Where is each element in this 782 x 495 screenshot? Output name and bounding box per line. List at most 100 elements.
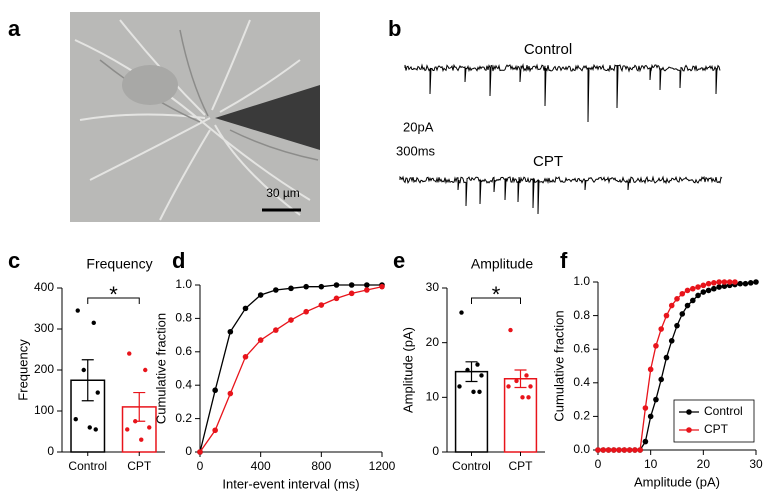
trace-label: CPT [533,153,563,170]
data-point [726,279,733,285]
error-bar [81,359,94,402]
data-point [288,317,294,323]
data-point [143,367,148,373]
data-point [642,438,649,445]
x-tick-label: 0 [197,459,204,473]
data-point [127,351,132,356]
data-point [508,327,513,333]
data-point [133,419,138,424]
x-axis-label: Inter-event interval (ms) [222,476,359,491]
data-point [147,425,152,430]
y-tick-label: 200 [34,362,54,376]
data-point [711,285,717,292]
data-point [471,389,476,395]
scale-label: 20pA [403,119,434,134]
y-tick-label: 0.8 [573,308,590,322]
data-point [379,283,385,290]
data-point [626,447,633,453]
data-point [668,338,675,344]
data-point [364,282,370,288]
y-tick-label: 0.2 [175,411,192,425]
data-point [75,308,80,313]
x-tick-label: 10 [644,457,658,471]
data-point [705,287,712,294]
data-point [318,283,325,290]
data-point [705,280,712,287]
data-point [333,295,340,302]
error-bar [465,361,478,383]
y-tick-label: 1.0 [175,277,192,291]
data-point [679,290,686,297]
y-tick-label: 0.8 [175,311,192,325]
data-point [653,396,659,403]
data-point [721,283,728,290]
y-tick-label: 300 [34,321,54,335]
data-point [459,310,464,315]
data-point [684,302,691,309]
panel-letter: e [393,248,405,273]
data-point [595,447,601,453]
data-point [621,447,628,453]
data-point [139,437,144,442]
data-point [506,384,511,389]
y-tick-label: 0.2 [573,409,590,423]
data-point [273,287,279,293]
data-point [642,405,649,411]
data-point [364,287,370,293]
data-point [690,285,696,292]
data-point [658,326,664,332]
data-point [605,447,612,453]
y-tick-label: 1.0 [573,274,590,288]
panel-letter: d [172,248,185,273]
data-point [637,447,643,453]
y-tick-label: 0 [185,444,192,458]
data-point [674,296,680,302]
data-point [479,373,484,378]
data-point [242,305,249,312]
y-axis-label: Frequency [15,339,30,401]
y-tick-label: 0.4 [573,375,590,389]
data-point [526,395,531,400]
x-tick-label: 400 [251,459,271,473]
data-point [716,284,722,290]
data-point [303,283,309,290]
data-point [668,302,675,309]
data-point [674,322,680,329]
data-point [716,279,722,285]
data-point [653,343,659,349]
data-point [732,279,738,285]
error-bar [514,369,527,389]
data-point [700,289,707,295]
data-point [197,449,203,455]
series-line [199,284,382,453]
y-tick-label: 0 [47,444,54,458]
data-point [647,366,654,373]
data-point [679,311,686,317]
y-tick-label: 0.6 [573,341,590,355]
data-point [457,384,462,389]
data-point [524,373,529,378]
trace [404,63,721,123]
panel-letter: a [8,16,21,41]
data-point [632,447,638,453]
significance-bracket [87,297,140,304]
bar [503,377,538,453]
data-point [348,282,355,288]
data-point [600,447,607,453]
data-point [333,282,340,288]
x-tick-label: 800 [311,459,331,473]
panel-letter: b [388,16,401,41]
data-point [711,280,717,286]
data-point [257,292,264,298]
data-point [227,328,234,335]
data-point [212,427,218,434]
legend-swatch [686,427,692,433]
x-tick-label: CPT [127,459,152,473]
data-point [81,367,86,373]
trace-label: Control [524,41,572,58]
data-point [73,417,78,422]
significance-label: * [109,282,118,307]
data-point [647,413,654,420]
legend-swatch [686,409,692,415]
